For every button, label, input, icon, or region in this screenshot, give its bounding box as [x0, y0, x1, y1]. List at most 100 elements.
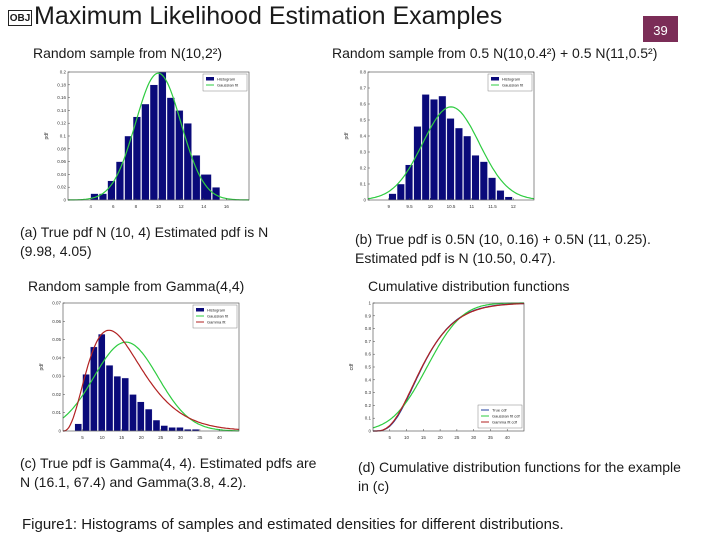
histogram-bar	[105, 364, 114, 432]
histogram-bar	[504, 196, 513, 201]
x-tick-label: 10	[156, 204, 162, 209]
histogram-bar	[176, 427, 184, 432]
histogram-bar	[446, 118, 455, 201]
x-tick-label: 30	[471, 435, 477, 440]
y-tick-label: 0.05	[52, 337, 61, 342]
y-tick-label: 0.03	[52, 374, 61, 379]
legend-label: Gaussian fit	[207, 314, 229, 319]
y-tick-label: 0.6	[360, 102, 367, 107]
y-tick-label: 0.04	[57, 172, 66, 177]
y-tick-label: 0	[58, 429, 61, 434]
y-tick-label: 0.02	[57, 185, 66, 190]
x-tick-label: 40	[505, 435, 511, 440]
y-tick-label: 0.2	[360, 166, 367, 171]
histogram-bar	[421, 94, 430, 201]
x-tick-label: 10.5	[447, 204, 456, 209]
y-tick-label: 0.1	[60, 134, 67, 139]
y-tick-label: 0	[63, 198, 66, 203]
histogram-bar	[413, 126, 422, 201]
curve-gaussian-fit	[367, 106, 535, 200]
histogram-bar	[90, 346, 98, 432]
curve-gamma-fit-cdf	[373, 302, 524, 432]
histogram-bar	[166, 97, 175, 201]
histogram-bar	[168, 427, 176, 432]
panel-c-subtitle: Random sample from Gamma(4,4)	[28, 278, 245, 294]
y-tick-label: 0.1	[365, 416, 372, 421]
histogram-bar	[405, 164, 414, 201]
y-tick-label: 0.1	[360, 182, 367, 187]
legend-label: Histogram	[502, 77, 521, 82]
x-tick-label: 40	[217, 435, 223, 440]
x-tick-label: 35	[488, 435, 494, 440]
legend-swatch	[491, 77, 499, 81]
y-tick-label: 0.01	[52, 410, 61, 415]
histogram-bar	[113, 375, 122, 432]
curve-gaussian-fit	[67, 72, 250, 201]
x-tick-label: 11	[469, 204, 474, 209]
legend-label: Gamma fit cdf	[492, 420, 518, 425]
x-tick-label: 10	[404, 435, 410, 440]
x-tick-label: 16	[224, 204, 230, 209]
histogram-bar	[388, 193, 397, 201]
x-tick-label: 15	[119, 435, 125, 440]
legend-label: Gamma fit	[207, 320, 226, 325]
y-tick-label: 0.8	[365, 326, 372, 331]
slide-number-badge: 39	[643, 16, 678, 42]
x-tick-label: 12	[179, 204, 185, 209]
panel-a-subtitle: Random sample from N(10,2²)	[33, 45, 223, 61]
y-tick-label: 0.6	[365, 352, 372, 357]
y-tick-label: 0.5	[360, 118, 367, 123]
y-tick-label: 0.5	[365, 365, 372, 370]
x-tick-label: 25	[454, 435, 460, 440]
histogram-bar	[430, 99, 438, 201]
curve-gaussian-fit	[62, 341, 239, 432]
histogram-bar	[175, 110, 184, 201]
histogram-bar	[98, 333, 106, 432]
curve-gamma-fit	[62, 329, 240, 432]
y-tick-label: 0.08	[57, 146, 66, 151]
histogram-bar	[496, 190, 505, 201]
legend-swatch	[206, 77, 214, 81]
y-tick-label: 0.06	[57, 159, 66, 164]
histogram-bar	[121, 377, 129, 432]
panel-b-chart: 9 9.5 10 10.5 11 11.5 12 0 0.1 0.2 0.3 0.4 0.5 0.6 0.7…	[340, 66, 540, 216]
histogram-bar	[152, 419, 161, 432]
plot-frame	[62, 302, 240, 432]
histogram-bar	[115, 161, 124, 201]
y-tick-label: 0.18	[57, 82, 66, 87]
y-axis-label: pdf	[344, 132, 350, 140]
panel-d-subtitle: Cumulative distribution functions	[368, 278, 570, 294]
x-tick-label: 6	[112, 204, 115, 209]
x-tick-label: 12	[511, 204, 517, 209]
y-tick-label: 0.14	[57, 108, 66, 113]
panel-c-caption: (c) True pdf is Gamma(4, 4). Estimated p…	[20, 455, 317, 490]
x-tick-label: 14	[201, 204, 207, 209]
panel-c-chart: 5 10 15 20 25 30 35 40 0 0.01 0.02 0.03 0.04 0.05 0.06…	[35, 297, 245, 447]
panel-a-chart: 4 6 8 10 12 14 16 0 0.02 0.04 0.06 0.08 0.1 0.12 0.14 0…	[40, 66, 255, 216]
histogram-bar	[396, 183, 405, 201]
histogram-bar	[74, 423, 82, 432]
y-tick-label: 0.07	[52, 301, 61, 306]
y-tick-label: 0.7	[365, 339, 372, 344]
y-tick-label: 0.9	[365, 313, 372, 318]
y-tick-label: 0.2	[60, 70, 67, 75]
histogram-bar	[479, 161, 488, 201]
panel-d-caption: (d) Cumulative distribution functions fo…	[358, 459, 681, 494]
y-axis-label: pdf	[44, 132, 50, 140]
histogram-bar	[454, 127, 463, 201]
panel-b-subtitle: Random sample from 0.5 N(10,0.4²) + 0.5 …	[332, 45, 658, 61]
figure-caption: Figure1: Histograms of samples and estim…	[22, 516, 564, 533]
x-tick-label: 10	[428, 204, 434, 209]
legend-label: Histogram	[217, 77, 236, 82]
y-tick-label: 0.4	[360, 134, 367, 139]
x-tick-label: 5	[81, 435, 84, 440]
histogram-bar	[200, 174, 212, 201]
y-tick-label: 0.3	[360, 150, 367, 155]
y-tick-label: 0.04	[52, 355, 61, 360]
histogram-bar	[471, 154, 480, 201]
legend-label: Gaussian fit cdf	[492, 414, 520, 419]
y-tick-label: 0	[363, 198, 366, 203]
x-tick-label: 11.5	[488, 204, 497, 209]
slide-title: Maximum Likelihood Estimation Examples	[34, 2, 503, 30]
histogram-bar	[463, 135, 472, 201]
